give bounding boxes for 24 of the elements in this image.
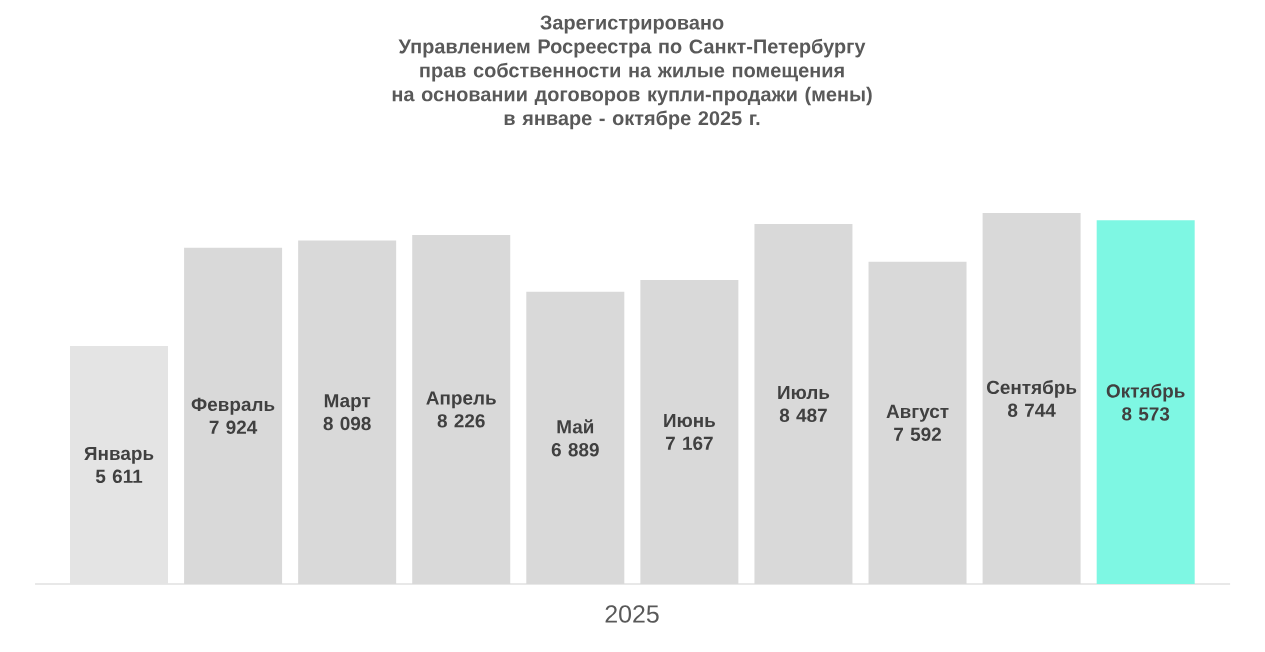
x-tick-label: Февраль [191,397,275,415]
x-tick-label: Январь [84,446,154,464]
data-label: 8 744 [1007,403,1056,417]
data-label: 6 889 [551,443,599,457]
x-tick-label: Март [324,394,371,412]
x-axis-title: 2025 [605,605,659,623]
x-tick-label: Апрель [426,391,496,409]
data-label: 8 573 [1122,407,1170,421]
data-label: 7 592 [894,427,941,441]
data-label: 8 098 [323,416,371,431]
x-tick-label: Октябрь [1106,383,1185,402]
bar [1096,220,1195,584]
data-label: 8 226 [437,414,485,428]
x-tick-label: Май [557,419,594,434]
x-tick-label: Июнь [664,413,716,428]
data-label: 8 487 [779,408,827,422]
bar [70,345,168,584]
x-tick-label: Август [886,404,949,422]
x-tick-label: Июль [778,385,830,400]
chart-title: Зарегистрировано Управлением Росреестра по Санкт-Петербургу прав собственности на жилые помещения на основании договоров купли-продажи (мены) в январе - октябре 2025 г. [392,15,872,130]
data-label: 7 924 [209,420,258,434]
x-tick-label: Сентябрь [986,380,1077,398]
data-label: 5 611 [95,469,143,484]
data-label: 7 167 [665,436,713,451]
